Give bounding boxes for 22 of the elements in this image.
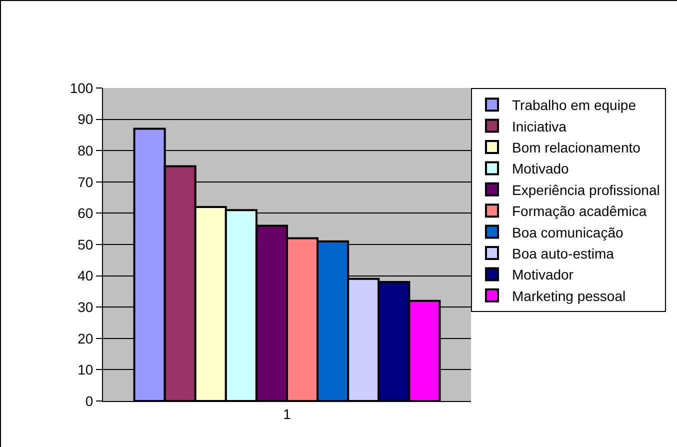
legend-label: Iniciativa (512, 118, 567, 134)
y-tick-label: 20 (78, 330, 94, 346)
y-tick-label: 60 (78, 205, 94, 222)
legend-label: Boa auto-estima (512, 245, 614, 262)
x-tick-label: 1 (283, 406, 292, 422)
legend-label: Experiência profissional (512, 182, 660, 198)
legend-label: Bom relacionamento (512, 139, 641, 156)
y-tick-label: 100 (70, 80, 94, 96)
y-tick-label: 50 (78, 236, 94, 252)
legend-label: Motivado (512, 160, 570, 177)
legend-label: Formação acadêmica (512, 203, 647, 220)
y-tick-label: 0 (85, 392, 94, 409)
y-tick-label: 10 (78, 362, 94, 378)
y-tick-label: 70 (78, 174, 94, 190)
y-tick-label: 30 (78, 299, 94, 315)
legend-label: Marketing pessoal (512, 288, 626, 304)
y-tick-label: 40 (78, 268, 94, 284)
y-tick-label: 90 (78, 111, 94, 128)
legend-label: Boa comunicação (512, 224, 624, 240)
legend-label: Motivador (512, 266, 574, 283)
y-tick-label: 80 (78, 142, 94, 158)
legend-label: Trabalho em equipe (512, 97, 636, 114)
